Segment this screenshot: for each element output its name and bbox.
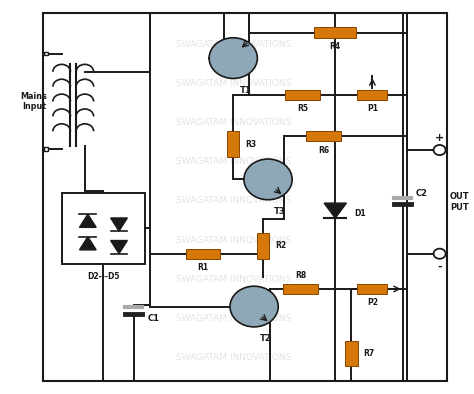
Text: C1: C1 bbox=[147, 314, 159, 323]
Text: SWAGATAM INNOVATIONS: SWAGATAM INNOVATIONS bbox=[176, 197, 291, 205]
Bar bbox=[227, 132, 239, 157]
Circle shape bbox=[434, 249, 446, 259]
Text: R3: R3 bbox=[246, 140, 256, 149]
Text: C2: C2 bbox=[416, 190, 428, 198]
Circle shape bbox=[209, 38, 257, 78]
Bar bbox=[357, 90, 387, 100]
Text: OUT
PUT: OUT PUT bbox=[450, 192, 469, 212]
Text: SWAGATAM INNOVATIONS: SWAGATAM INNOVATIONS bbox=[176, 79, 291, 88]
Bar bbox=[186, 249, 220, 259]
Text: D2---D5: D2---D5 bbox=[87, 272, 119, 281]
Bar bbox=[257, 233, 269, 258]
Text: SWAGATAM INNOVATIONS: SWAGATAM INNOVATIONS bbox=[176, 275, 291, 284]
Text: P1: P1 bbox=[367, 104, 378, 113]
Bar bbox=[43, 13, 447, 381]
Bar bbox=[346, 341, 357, 366]
Text: SWAGATAM INNOVATIONS: SWAGATAM INNOVATIONS bbox=[176, 40, 291, 49]
Polygon shape bbox=[324, 203, 346, 218]
Text: SWAGATAM INNOVATIONS: SWAGATAM INNOVATIONS bbox=[176, 353, 291, 362]
Circle shape bbox=[244, 159, 292, 200]
Polygon shape bbox=[110, 218, 128, 231]
Text: R7: R7 bbox=[364, 349, 375, 358]
Text: R1: R1 bbox=[198, 263, 209, 272]
Text: D1: D1 bbox=[355, 209, 366, 218]
Text: T2: T2 bbox=[260, 334, 272, 343]
Polygon shape bbox=[110, 240, 128, 254]
Text: R5: R5 bbox=[297, 104, 308, 113]
Polygon shape bbox=[80, 214, 96, 227]
Circle shape bbox=[434, 145, 446, 155]
Bar bbox=[285, 90, 320, 100]
Text: T1: T1 bbox=[239, 85, 251, 95]
Bar bbox=[306, 131, 341, 141]
Text: SWAGATAM INNOVATIONS: SWAGATAM INNOVATIONS bbox=[176, 236, 291, 245]
Bar bbox=[357, 284, 387, 294]
Text: R2: R2 bbox=[275, 242, 287, 251]
Text: +: + bbox=[435, 132, 444, 143]
Text: T3: T3 bbox=[274, 207, 286, 216]
Bar bbox=[44, 147, 48, 151]
Text: R4: R4 bbox=[330, 42, 341, 51]
Text: SWAGATAM INNOVATIONS: SWAGATAM INNOVATIONS bbox=[176, 118, 291, 127]
Bar bbox=[314, 27, 356, 38]
Text: R6: R6 bbox=[318, 145, 329, 154]
Text: R8: R8 bbox=[295, 271, 306, 280]
Text: SWAGATAM INNOVATIONS: SWAGATAM INNOVATIONS bbox=[176, 314, 291, 323]
Bar bbox=[44, 52, 48, 56]
Text: -: - bbox=[438, 261, 442, 271]
Text: SWAGATAM INNOVATIONS: SWAGATAM INNOVATIONS bbox=[176, 157, 291, 166]
Circle shape bbox=[230, 286, 278, 327]
Text: Mains
Input: Mains Input bbox=[20, 92, 47, 111]
Text: P2: P2 bbox=[367, 298, 378, 307]
Bar bbox=[62, 193, 145, 264]
Bar bbox=[283, 284, 318, 294]
Polygon shape bbox=[80, 237, 96, 250]
